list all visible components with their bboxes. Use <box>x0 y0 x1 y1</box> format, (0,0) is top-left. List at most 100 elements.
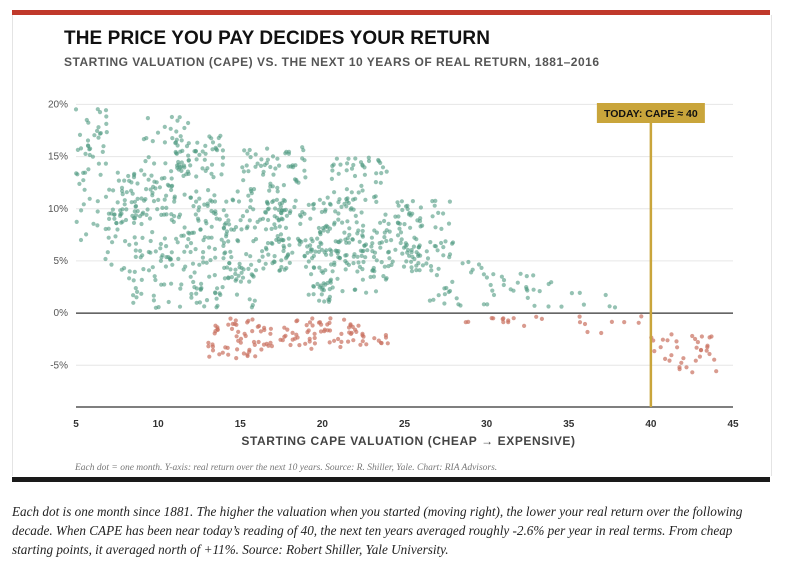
positive-return-dot <box>172 194 177 199</box>
positive-return-dot <box>398 230 404 235</box>
positive-return-dot <box>311 292 316 297</box>
negative-return-dot <box>297 343 302 348</box>
positive-return-dot <box>145 116 150 121</box>
positive-return-dot <box>133 204 139 209</box>
positive-return-dot <box>239 270 244 275</box>
positive-return-dot <box>481 272 486 277</box>
positive-return-dot <box>491 292 497 298</box>
negative-return-dot <box>522 323 527 328</box>
positive-return-dot <box>132 235 137 240</box>
positive-return-dot <box>192 285 197 290</box>
positive-return-dot <box>287 243 292 248</box>
positive-return-dot <box>115 170 120 175</box>
positive-return-dot <box>268 164 273 170</box>
negative-return-dot <box>269 344 274 349</box>
positive-return-dot <box>255 161 260 166</box>
positive-return-dot <box>297 213 303 218</box>
positive-return-dot <box>191 279 196 285</box>
positive-return-dot <box>157 185 162 190</box>
negative-return-dot <box>506 318 511 323</box>
negative-return-dot <box>210 342 215 347</box>
positive-return-dot <box>127 276 132 281</box>
positive-return-dot <box>74 219 79 224</box>
positive-return-dot <box>374 258 379 263</box>
positive-return-dot <box>131 293 136 298</box>
positive-return-dot <box>343 253 348 258</box>
positive-return-dot <box>123 239 128 244</box>
positive-return-dot <box>213 145 218 150</box>
positive-return-dot <box>379 171 384 176</box>
positive-return-dot <box>345 219 350 224</box>
positive-return-dot <box>329 252 334 257</box>
positive-return-dot <box>252 298 257 303</box>
dot-layer <box>73 107 719 375</box>
positive-return-dot <box>209 224 214 229</box>
positive-return-dot <box>248 187 253 192</box>
positive-return-dot <box>408 225 413 230</box>
positive-return-dot <box>246 169 251 174</box>
positive-return-dot <box>284 254 290 259</box>
negative-return-dot <box>358 342 363 347</box>
positive-return-dot <box>398 240 403 246</box>
positive-return-dot <box>194 300 199 305</box>
positive-return-dot <box>163 264 168 269</box>
positive-return-dot <box>380 165 386 170</box>
positive-return-dot <box>411 244 416 249</box>
positive-return-dot <box>349 166 355 171</box>
negative-return-dot <box>511 316 516 321</box>
positive-return-dot <box>189 295 194 300</box>
positive-return-dot <box>302 254 307 259</box>
negative-return-dot <box>322 329 327 334</box>
positive-return-dot <box>213 290 218 295</box>
negative-return-dot <box>697 354 703 359</box>
negative-return-dot <box>217 352 222 357</box>
positive-return-dot <box>189 291 194 297</box>
positive-return-dot <box>296 180 301 185</box>
negative-return-dot <box>206 340 211 345</box>
positive-return-dot <box>179 168 184 173</box>
positive-return-dot <box>188 195 193 200</box>
positive-return-dot <box>290 250 295 255</box>
positive-return-dot <box>224 199 229 204</box>
positive-return-dot <box>382 235 387 240</box>
positive-return-dot <box>127 242 132 247</box>
negative-return-dot <box>356 323 361 328</box>
positive-return-dot <box>209 208 214 214</box>
positive-return-dot <box>359 210 364 215</box>
positive-return-dot <box>201 250 206 255</box>
positive-return-dot <box>209 136 214 141</box>
positive-return-dot <box>316 249 321 254</box>
positive-return-dot <box>260 254 265 259</box>
negative-return-dot <box>669 353 674 358</box>
positive-return-dot <box>169 250 174 255</box>
positive-return-dot <box>531 273 536 278</box>
positive-return-dot <box>427 298 432 303</box>
negative-return-dot <box>236 338 241 343</box>
positive-return-dot <box>350 237 355 242</box>
negative-return-dot <box>242 331 247 336</box>
positive-return-dot <box>175 118 180 123</box>
positive-return-dot <box>223 250 228 255</box>
positive-return-dot <box>319 247 324 252</box>
positive-return-dot <box>273 166 278 171</box>
positive-return-dot <box>146 177 151 182</box>
positive-return-dot <box>81 202 86 207</box>
positive-return-dot <box>277 224 282 229</box>
positive-return-dot <box>107 187 112 192</box>
positive-return-dot <box>409 259 414 264</box>
positive-return-dot <box>203 151 208 156</box>
positive-return-dot <box>371 274 376 279</box>
positive-return-dot <box>300 210 305 215</box>
positive-return-dot <box>218 133 223 138</box>
positive-return-dot <box>271 259 277 264</box>
positive-return-dot <box>381 274 386 279</box>
positive-return-dot <box>228 267 233 272</box>
positive-return-dot <box>115 200 120 205</box>
positive-return-dot <box>205 201 210 206</box>
positive-return-dot <box>186 158 191 163</box>
chart-title: THE PRICE YOU PAY DECIDES YOUR RETURN <box>64 28 491 49</box>
positive-return-dot <box>491 272 496 277</box>
positive-return-dot <box>144 136 149 141</box>
positive-return-dot <box>450 279 455 284</box>
positive-return-dot <box>73 107 79 112</box>
